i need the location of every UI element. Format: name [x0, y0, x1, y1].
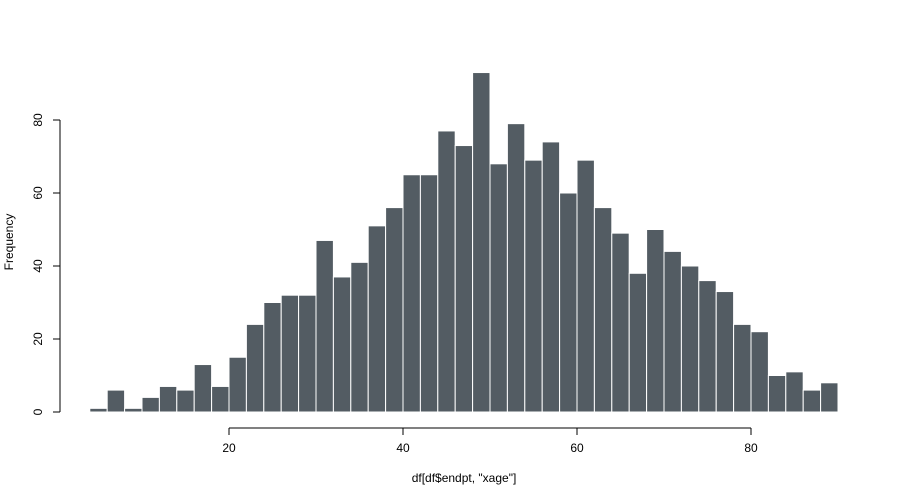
y-tick-label: 0 — [31, 408, 45, 415]
histogram-bar — [106, 389, 126, 413]
histogram-bar — [489, 163, 508, 413]
histogram-bar — [628, 272, 648, 413]
histogram-bar — [559, 192, 578, 413]
histogram-bar — [663, 250, 682, 413]
histogram-bar — [506, 123, 526, 413]
histogram-bar — [698, 280, 717, 413]
histogram-bar — [141, 396, 160, 413]
histogram-bar — [733, 323, 752, 413]
x-tick-label: 60 — [570, 441, 584, 455]
histogram-bar — [124, 407, 143, 413]
histogram-bar — [785, 371, 804, 413]
y-tick-label: 40 — [31, 259, 45, 273]
histogram-bar — [298, 294, 317, 413]
x-tick-label: 20 — [222, 441, 236, 455]
histogram-bar — [541, 141, 561, 413]
histogram-bar — [211, 385, 230, 413]
histogram-bar — [350, 261, 369, 413]
histogram-bar — [576, 159, 595, 413]
histogram-bar — [402, 174, 421, 413]
histogram-bar — [193, 364, 213, 413]
histogram-bar — [611, 232, 630, 413]
histogram-bar — [715, 291, 735, 413]
histogram-bar — [89, 407, 108, 413]
histogram-bar — [367, 225, 387, 413]
histogram-bar — [228, 356, 247, 413]
histogram-bar — [524, 159, 543, 413]
histogram-bar — [472, 72, 491, 413]
histogram-bar — [646, 229, 665, 413]
histogram-bar — [176, 389, 195, 413]
histogram-bar — [419, 174, 439, 413]
histogram-bar — [263, 302, 282, 413]
histogram-bar — [750, 331, 769, 413]
histogram-bar — [315, 239, 334, 413]
histogram-bar — [385, 207, 404, 413]
histogram-bar — [280, 294, 300, 413]
y-tick-label: 20 — [31, 332, 45, 346]
y-tick-label: 80 — [31, 113, 45, 127]
x-tick-label: 80 — [744, 441, 758, 455]
histogram-bar — [680, 265, 700, 413]
histogram-bar — [245, 323, 265, 413]
histogram-bar — [332, 276, 352, 413]
bars-group — [89, 72, 839, 413]
histogram-bar — [802, 389, 822, 413]
x-tick-label: 40 — [396, 441, 410, 455]
x-axis: 20 40 60 80 — [222, 427, 758, 455]
histogram-bar — [158, 385, 178, 413]
histogram-bar — [767, 375, 787, 413]
y-tick-label: 60 — [31, 186, 45, 200]
x-axis-title: df[df$endpt, "xage"] — [412, 471, 517, 485]
histogram-bar — [437, 130, 456, 413]
y-axis-title: Frequency — [2, 214, 16, 271]
y-axis: 0 20 40 60 80 — [31, 113, 61, 415]
histogram-bar — [593, 207, 613, 413]
histogram-bar — [820, 382, 839, 413]
histogram-bar — [454, 145, 474, 413]
